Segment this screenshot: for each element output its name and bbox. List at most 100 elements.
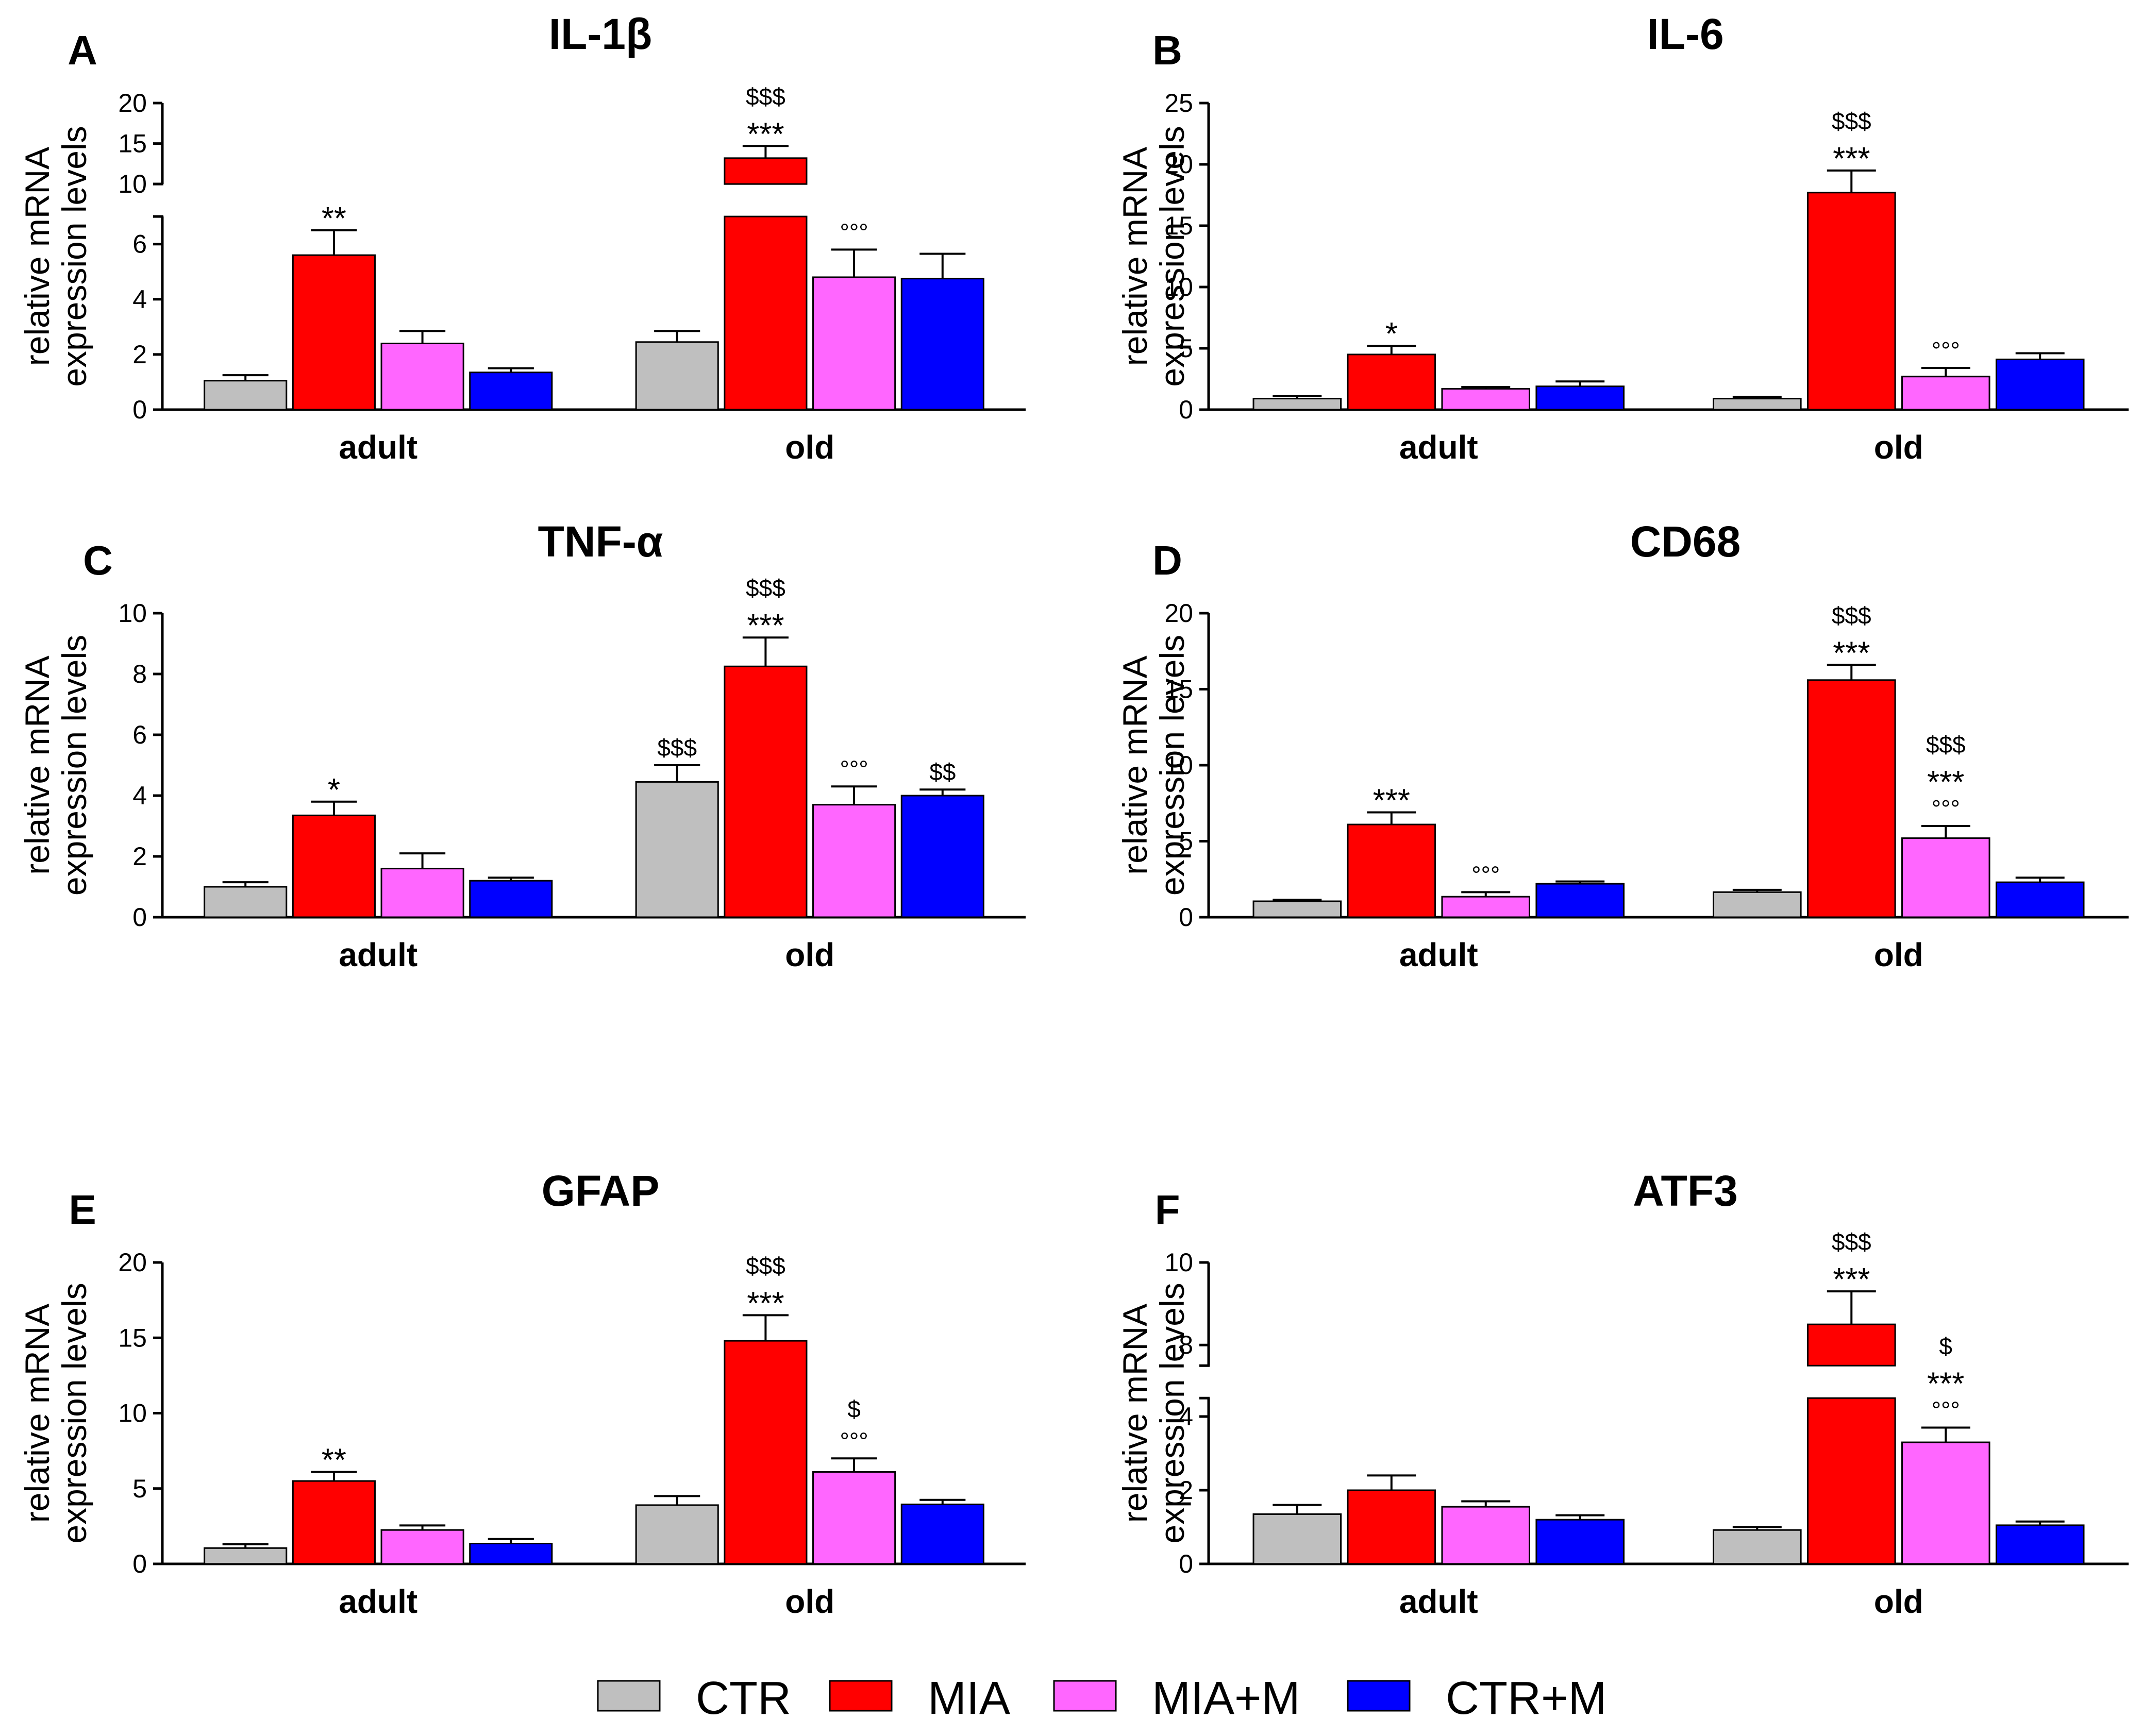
x-category-label: old [1874, 1583, 1923, 1620]
significance-mark: °°° [840, 755, 868, 782]
bar-CTR-adult [204, 886, 288, 918]
y-axis-label-line2: expression levels [1153, 635, 1191, 896]
significance-mark: $$$ [657, 734, 697, 761]
bar-CTR+M-old [900, 795, 984, 918]
x-category-label: adult [1399, 936, 1478, 973]
chart-title: IL-6 [1647, 10, 1723, 58]
y-axis-label-line1: relative mRNA [1116, 1304, 1154, 1523]
chart-title: TNF-α [538, 517, 663, 566]
bar-MIA+M-old [812, 1471, 896, 1565]
significance-mark: °°° [1471, 861, 1500, 888]
x-category-label: old [1874, 429, 1923, 466]
significance-mark: °°° [1932, 795, 1960, 822]
y-axis-label-line1: relative mRNA [18, 655, 56, 874]
y-axis-label-line2: expression levels [55, 1283, 93, 1543]
bar-CTR+M-old [1995, 881, 2085, 918]
bar-MIA-adult [292, 1480, 376, 1565]
legend-label-MIA: MIA [928, 1673, 1010, 1724]
significance-mark: *** [1927, 765, 1964, 800]
bar-MIA-old [1806, 679, 1896, 918]
y-axis-label-line2: expression levels [1153, 126, 1191, 386]
significance-mark: $$$ [746, 575, 785, 601]
bar-MIA-adult [292, 814, 376, 918]
significance-mark: *** [1833, 141, 1870, 177]
bar-MIA+M-old [1901, 837, 1990, 918]
bar-CTR+M-adult [469, 880, 553, 918]
y-tick-label: 15 [118, 129, 147, 158]
bar-MIA-old [724, 1340, 808, 1565]
x-category-label: old [1874, 936, 1923, 973]
y-axis-label-line2: expression levels [55, 635, 93, 896]
y-tick-label: 20 [118, 1248, 147, 1277]
y-tick-label: 20 [1164, 599, 1193, 628]
bar-MIA+M-adult [380, 1529, 464, 1565]
bar-CTR+M-old [900, 1503, 984, 1565]
significance-mark: *** [1927, 1366, 1964, 1402]
significance-mark: $$ [929, 759, 956, 785]
significance-mark: ** [322, 201, 346, 237]
bar-MIA-old-upper [724, 157, 808, 185]
significance-mark: *** [747, 116, 784, 152]
chart-title: CD68 [1630, 517, 1741, 566]
bar-MIA-old-upper [1806, 1323, 1896, 1367]
y-tick-label: 5 [1179, 334, 1193, 363]
y-tick-label: 10 [1164, 751, 1193, 780]
significance-mark: *** [1833, 635, 1870, 671]
chart-title: ATF3 [1633, 1167, 1738, 1215]
bar-CTR-adult [1252, 900, 1342, 918]
y-tick-label: 15 [1164, 675, 1193, 704]
bar-CTR+M-old [1995, 358, 2085, 411]
y-tick-label: 0 [1179, 395, 1193, 424]
legend-swatch-MIA [829, 1680, 893, 1712]
bar-MIA-adult [1347, 823, 1436, 918]
x-category-label: adult [1399, 429, 1478, 466]
bar-CTR+M-adult [469, 372, 553, 411]
significance-mark: °°° [1932, 337, 1960, 364]
bar-CTR+M-adult [469, 1543, 553, 1565]
y-tick-label: 15 [118, 1323, 147, 1352]
y-tick-label: 5 [132, 1474, 147, 1503]
x-category-label: adult [339, 1583, 417, 1620]
panel-label: C [83, 537, 113, 583]
bar-CTR-old [635, 781, 719, 918]
legend-swatch-CTR [597, 1680, 661, 1712]
y-tick-label: 6 [132, 230, 147, 259]
y-tick-label: 25 [1164, 89, 1193, 117]
bar-MIA+M-adult [380, 342, 464, 411]
y-tick-label: 2 [1179, 1476, 1193, 1505]
bar-MIA-adult [1347, 1489, 1436, 1565]
y-axis-label-line2: expression levels [1153, 1283, 1191, 1543]
y-tick-label: 20 [1164, 150, 1193, 179]
significance-mark: *** [1833, 1262, 1870, 1297]
y-tick-label: 10 [118, 599, 147, 628]
significance-mark: *** [1373, 783, 1410, 818]
y-tick-label: 0 [132, 395, 147, 424]
bar-CTR-adult [1252, 1513, 1342, 1565]
bar-CTR+M-old [1995, 1524, 2085, 1565]
y-tick-label: 4 [132, 781, 147, 810]
significance-mark: °°° [840, 1427, 868, 1454]
bar-MIA+M-old [1901, 1441, 1990, 1565]
significance-mark: $$$ [1832, 1228, 1871, 1255]
significance-mark: $$$ [1926, 731, 1966, 758]
panel-label: D [1152, 537, 1182, 583]
legend-swatch-MIA+M [1053, 1680, 1117, 1712]
x-category-label: old [785, 429, 834, 466]
x-category-label: adult [1399, 1583, 1478, 1620]
y-tick-label: 10 [1164, 1248, 1193, 1277]
significance-mark: *** [747, 608, 784, 644]
y-axis-label-line1: relative mRNA [1116, 655, 1154, 874]
bar-MIA-old [724, 665, 808, 918]
legend-label-CTR+M: CTR+M [1446, 1673, 1607, 1724]
bar-MIA-adult [292, 254, 376, 411]
legend-label-MIA+M: MIA+M [1152, 1673, 1300, 1724]
legend: CTR MIA MIA+M CTR+M [597, 1673, 1607, 1724]
x-category-label: old [785, 936, 834, 973]
significance-mark: °°° [840, 218, 868, 245]
